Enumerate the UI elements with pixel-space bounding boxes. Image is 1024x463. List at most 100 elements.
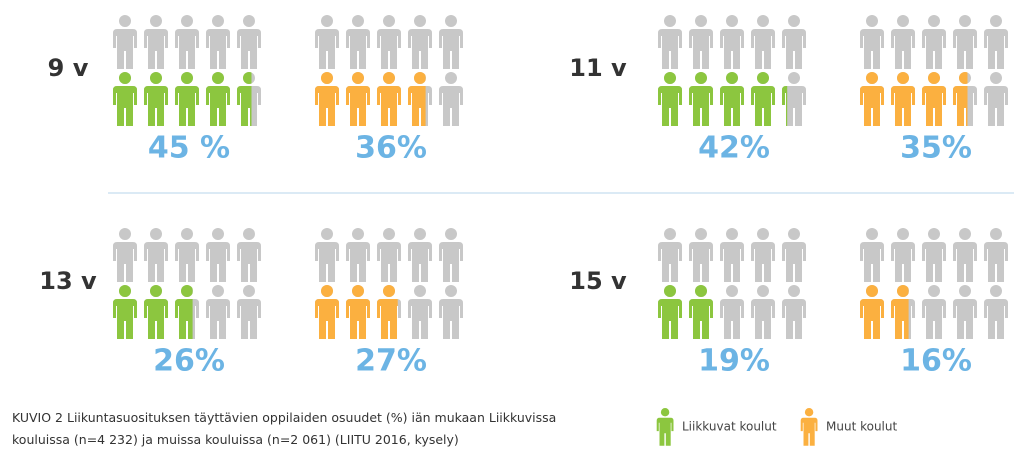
person-icon: [377, 228, 401, 282]
person-icon: [891, 228, 915, 282]
person-icon: [751, 228, 775, 282]
person-icon: [658, 285, 682, 339]
person-icon: [408, 285, 432, 339]
value-label: 35%: [900, 131, 972, 166]
legend-icon: [800, 408, 818, 446]
person-icon: [953, 285, 977, 339]
value-label: 27%: [355, 344, 427, 379]
person-icon: [953, 228, 977, 282]
person-icon: [408, 228, 432, 282]
caption: KUVIO 2 Liikuntasuosituksen täyttävien o…: [12, 410, 557, 447]
person-icon: [720, 228, 744, 282]
age-label: 13 v: [39, 267, 97, 295]
person-icon: [175, 72, 199, 126]
person-icon: [206, 285, 230, 339]
person-icon: [175, 228, 199, 282]
person-icon: [860, 72, 884, 126]
value-label: 19%: [698, 344, 770, 379]
person-icon: [860, 285, 884, 339]
person-icon: [175, 285, 193, 339]
age-label: 15 v: [569, 267, 627, 295]
person-icon: [346, 72, 370, 126]
person-icon: [656, 408, 674, 446]
person-icon: [782, 228, 806, 282]
legend-icon: [656, 408, 674, 446]
person-icon: [346, 15, 370, 69]
person-icon: [922, 15, 946, 69]
person-icon: [439, 228, 463, 282]
person-icon: [689, 72, 713, 126]
value-label: 26%: [153, 344, 225, 379]
person-icon: [782, 285, 806, 339]
value-label: 42%: [698, 131, 770, 166]
person-icon: [206, 72, 230, 126]
person-icon: [237, 72, 252, 126]
person-icon: [377, 72, 401, 126]
person-icon: [113, 285, 137, 339]
person-icon: [206, 15, 230, 69]
person-icon: [922, 285, 946, 339]
person-icon: [984, 228, 1008, 282]
person-icon: [113, 228, 137, 282]
person-icon: [800, 408, 818, 446]
person-icon: [891, 15, 915, 69]
age-label: 11 v: [569, 54, 627, 82]
person-icon: [113, 15, 137, 69]
person-icon: [206, 228, 230, 282]
person-icon: [237, 285, 261, 339]
person-icon: [144, 72, 168, 126]
legend-label: Muut koulut: [826, 420, 897, 434]
person-icon: [720, 15, 744, 69]
person-icon: [984, 285, 1008, 339]
person-icon: [439, 72, 463, 126]
value-label: 45 %: [148, 131, 230, 166]
person-icon: [144, 228, 168, 282]
person-icon: [315, 285, 339, 339]
person-icon: [984, 15, 1008, 69]
person-icon: [175, 15, 199, 69]
person-icon: [658, 228, 682, 282]
legend-label: Liikkuvat koulut: [682, 420, 777, 434]
person-icon: [346, 228, 370, 282]
colored-persons: [113, 72, 252, 126]
person-icon: [439, 15, 463, 69]
person-icon: [346, 285, 370, 339]
person-icon: [377, 285, 398, 339]
person-icon: [891, 285, 909, 339]
person-icon: [984, 72, 1008, 126]
person-icon: [860, 228, 884, 282]
person-icon: [953, 15, 977, 69]
person-icon: [144, 15, 168, 69]
person-icon: [720, 72, 744, 126]
person-icon: [782, 72, 806, 126]
person-icon: [689, 15, 713, 69]
person-icon: [658, 15, 682, 69]
person-icon: [953, 72, 968, 126]
person-icon: [689, 285, 713, 339]
person-icon: [922, 228, 946, 282]
person-icon: [377, 15, 401, 69]
person-icon: [439, 285, 463, 339]
person-icon: [113, 72, 137, 126]
person-icon: [751, 285, 775, 339]
person-icon: [922, 72, 946, 126]
colored-persons: [658, 72, 788, 126]
person-icon: [720, 285, 744, 339]
person-icon: [237, 15, 261, 69]
person-icon: [315, 15, 339, 69]
person-icon: [408, 15, 432, 69]
person-icon: [860, 15, 884, 69]
person-icon: [689, 228, 713, 282]
person-icon: [751, 72, 775, 126]
person-icon: [751, 15, 775, 69]
age-label: 9 v: [48, 54, 89, 82]
person-icon: [891, 72, 915, 126]
person-icon: [144, 285, 168, 339]
person-icon: [658, 72, 682, 126]
person-icon: [408, 72, 426, 126]
value-label: 16%: [900, 344, 972, 379]
person-icon: [782, 15, 806, 69]
person-icon: [315, 72, 339, 126]
